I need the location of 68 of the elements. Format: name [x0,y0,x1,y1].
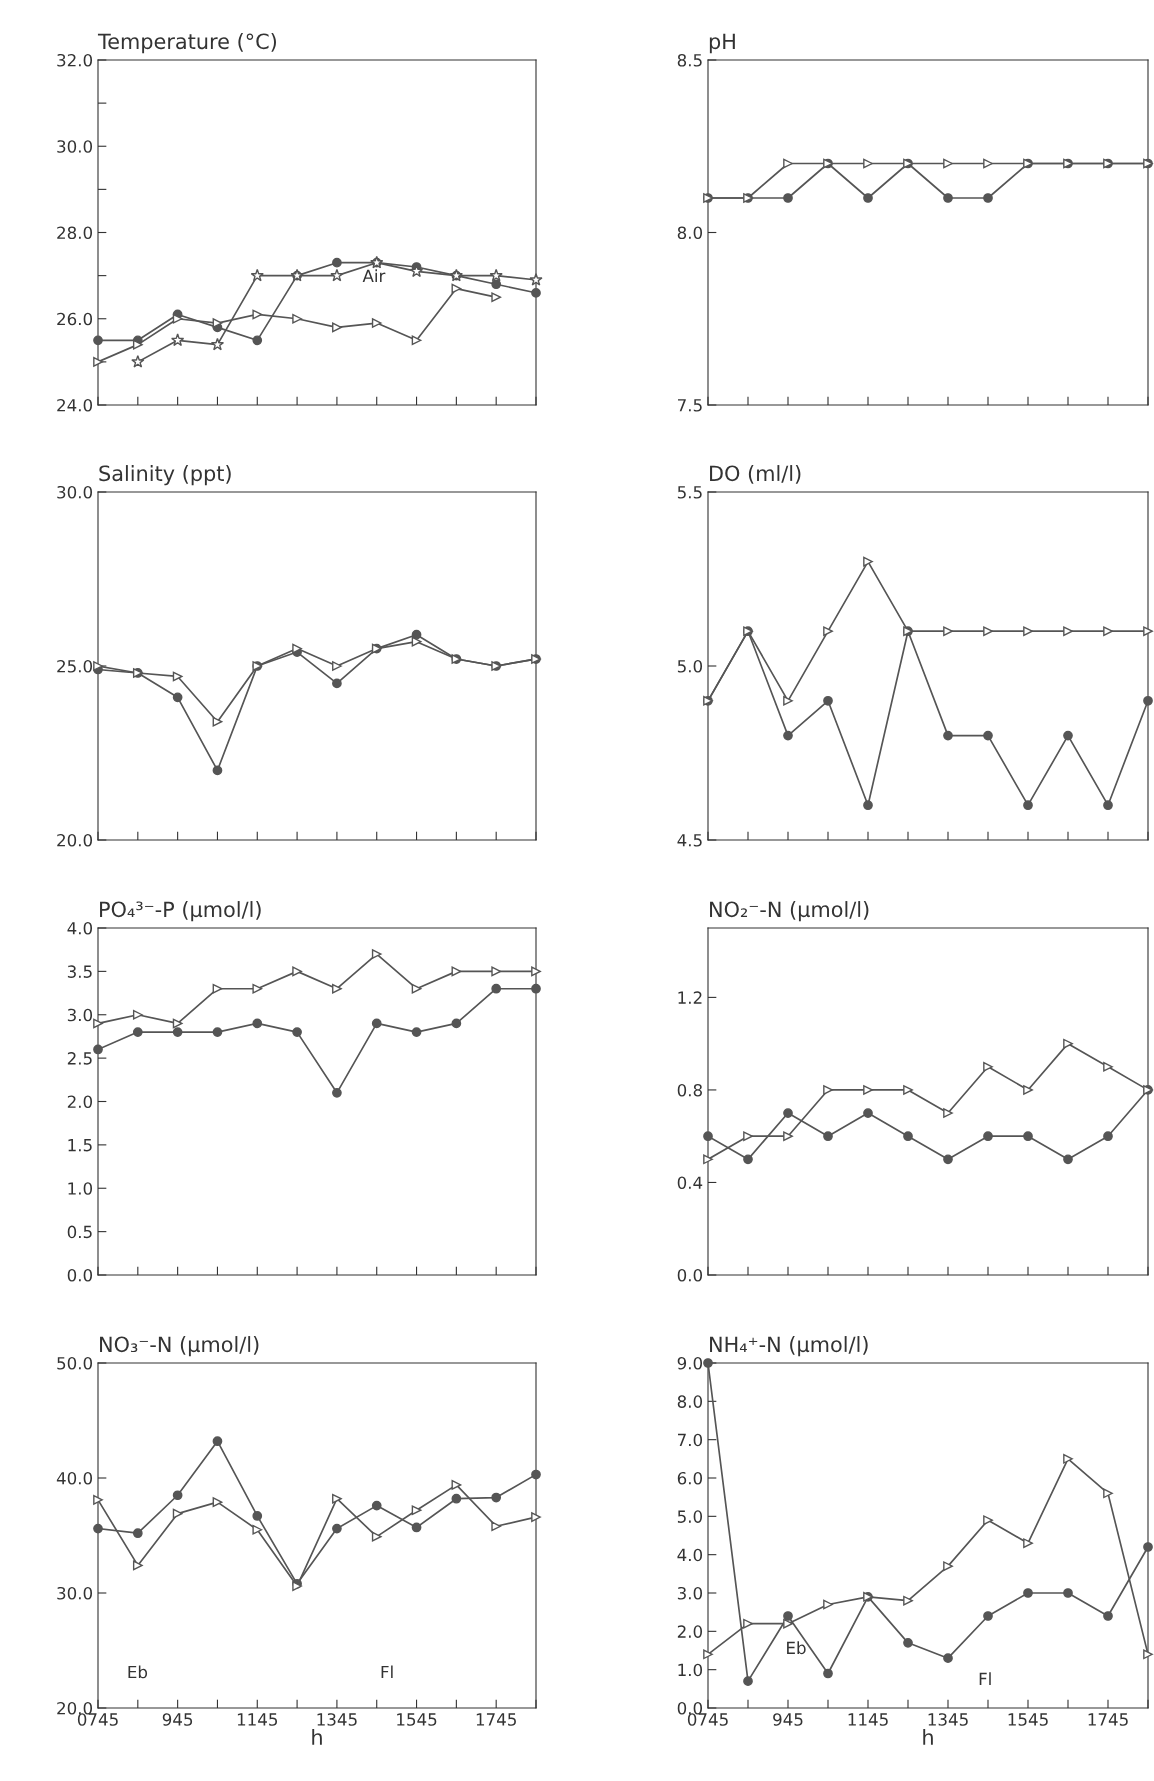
y-tick-label: 28.0 [57,226,93,240]
y-tick-label: 0.8 [677,1083,702,1097]
annotation: Eb [128,1665,148,1679]
y-tick-label: 6.0 [677,1471,703,1485]
y-tick-label: 8.0 [677,1395,703,1408]
y-tick-label: 2.5 [67,1052,92,1065]
y-tick-label: 5.5 [677,486,702,499]
y-tick-label: 1.5 [68,1139,92,1152]
y-tick-label: 20.0 [57,1701,93,1715]
y-tick-label: 30.0 [57,140,93,153]
x-tick-label: 0745 [77,1713,118,1726]
y-tick-label: 4.0 [67,921,93,935]
y-tick-label: 24.0 [57,398,93,412]
chart-title: pH [709,33,735,54]
x-tick-label: 945 [162,1713,193,1726]
y-tick-label: 0.0 [67,1268,93,1282]
y-tick-label: 3.0 [67,1008,93,1022]
y-tick-label: 4.0 [677,1548,703,1562]
y-tick-label: 1.2 [678,991,702,1004]
x-axis-title: h [923,1728,933,1745]
y-tick-label: 1.0 [68,1182,93,1195]
y-tick-label: 9.0 [677,1356,703,1370]
x-tick-label: 0745 [687,1713,728,1726]
y-tick-label: 8.5 [677,53,702,67]
y-tick-label: 40.0 [56,1471,93,1485]
x-tick-label: 1745 [1088,1713,1128,1726]
y-tick-label: 25.0 [57,659,93,673]
y-tick-label: 20.0 [57,833,93,847]
chart-title: NO₃⁻-N (µmol/l) [100,1336,259,1357]
annotation: Fl [381,1665,393,1679]
chart-title: DO (ml/l) [710,465,801,484]
y-tick-label: 30.0 [57,1586,93,1600]
y-tick-label: 0.4 [677,1176,703,1190]
y-tick-label: 3.5 [67,965,92,978]
y-tick-label: 32.0 [57,53,93,67]
annotation: Eb [787,1641,806,1655]
y-tick-label: 0.0 [677,1268,703,1282]
x-axis-title: h [312,1728,322,1745]
chart-title: PO₄³⁻-P (µmol/l) [100,901,261,922]
y-tick-label: 5.0 [677,1510,703,1523]
y-tick-label: 7.5 [678,399,702,412]
y-tick-label: 8.0 [677,226,703,240]
x-tick-label: 1545 [397,1713,437,1726]
y-tick-label: 26.0 [57,312,93,326]
y-tick-label: 2.0 [677,1625,703,1638]
chart-title: NH₄⁺-N (µmol/l) [710,1336,868,1357]
chart-title: NO₂⁻-N (µmol/l) [710,901,869,922]
x-tick-label: 1145 [237,1713,278,1726]
x-tick-label: 1745 [476,1713,516,1726]
x-tick-label: 945 [773,1713,803,1726]
y-tick-label: 0.0 [677,1701,703,1715]
y-tick-label: 1.0 [678,1663,703,1677]
y-tick-label: 4.5 [677,834,702,847]
annotation: Air [362,269,386,282]
annotation: Fl [979,1672,991,1685]
y-tick-label: 30.0 [57,485,93,499]
chart-title: Salinity (ppt) [99,465,231,486]
y-tick-label: 7.0 [678,1433,703,1447]
x-tick-label: 1545 [1008,1713,1048,1726]
y-tick-label: 50.0 [57,1356,93,1370]
y-tick-label: 5.0 [677,659,703,673]
y-tick-label: 3.0 [677,1586,703,1600]
y-tick-label: 0.5 [67,1225,92,1239]
x-tick-label: 1345 [928,1713,968,1726]
y-tick-label: 2.0 [67,1095,93,1109]
x-tick-label: 1145 [848,1713,888,1726]
chart-title: Temperature (°C) [97,33,277,54]
x-tick-label: 1345 [317,1713,357,1726]
